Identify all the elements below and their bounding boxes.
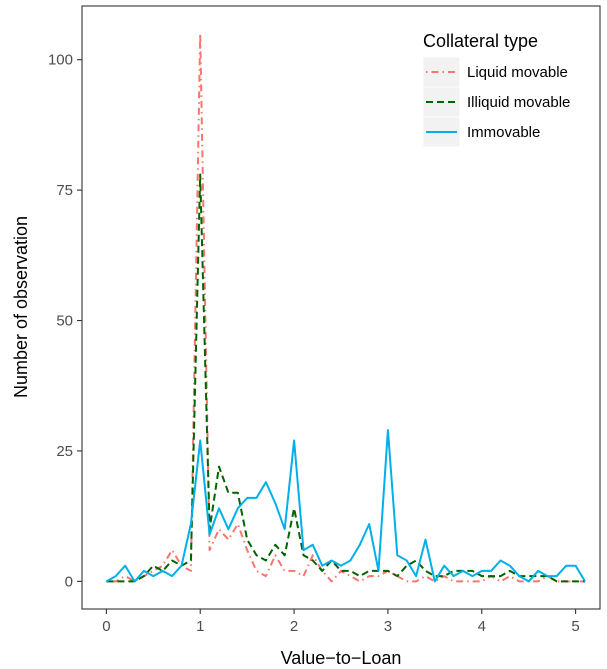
series-line-1 bbox=[106, 32, 585, 583]
x-axis-title: Value−to−Loan bbox=[281, 648, 402, 668]
y-axis-title: Number of observation bbox=[11, 216, 31, 398]
y-tick-label: 0 bbox=[65, 573, 73, 590]
legend-label: Illiquid movable bbox=[467, 94, 570, 111]
legend-label: Liquid movable bbox=[467, 64, 568, 81]
y-tick-label: 75 bbox=[56, 182, 73, 199]
plot-panel bbox=[81, 5, 601, 610]
y-tick-label: 25 bbox=[56, 443, 73, 460]
x-tick-label: 3 bbox=[384, 618, 392, 635]
y-axis: 0 25 50 75 100 bbox=[48, 52, 82, 590]
series-line-3 bbox=[105, 429, 586, 583]
x-tick-label: 0 bbox=[102, 618, 110, 635]
x-tick-label: 5 bbox=[571, 618, 579, 635]
legend: Collateral type Liquid movable Illiquid m… bbox=[422, 31, 570, 148]
legend-label: Immovable bbox=[467, 124, 540, 141]
legend-items: Liquid movable Illiquid movable Immovable bbox=[422, 56, 570, 148]
legend-key-background bbox=[422, 56, 461, 88]
series-layer bbox=[105, 32, 586, 583]
series-line-2 bbox=[106, 173, 585, 583]
x-axis: 0 1 2 3 4 5 bbox=[102, 609, 580, 635]
legend-title: Collateral type bbox=[423, 31, 538, 51]
y-tick-label: 50 bbox=[56, 313, 73, 330]
x-tick-label: 2 bbox=[290, 618, 298, 635]
y-tick-label: 100 bbox=[48, 52, 73, 69]
x-tick-label: 1 bbox=[196, 618, 204, 635]
x-tick-label: 4 bbox=[478, 618, 486, 635]
